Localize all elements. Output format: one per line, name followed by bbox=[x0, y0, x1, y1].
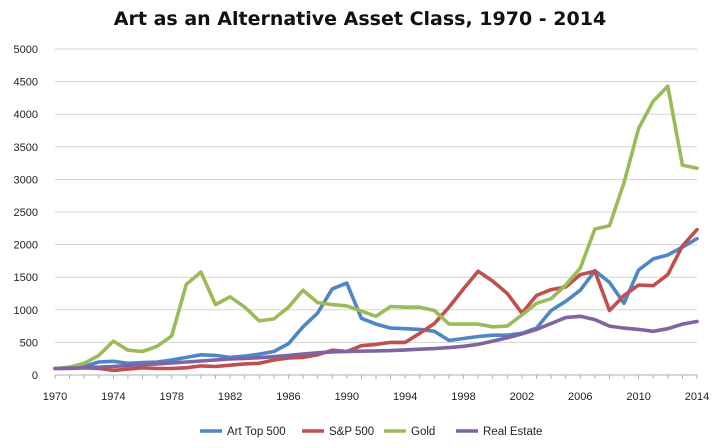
y-tick-label: 3500 bbox=[14, 142, 38, 154]
x-tick-label: 1978 bbox=[159, 391, 183, 403]
y-tick-label: 3000 bbox=[14, 174, 38, 186]
series-line-real-estate bbox=[53, 314, 699, 371]
y-tick-label: 1000 bbox=[14, 305, 38, 317]
chart-title: Art as an Alternative Asset Class, 1970 … bbox=[113, 8, 607, 30]
x-tick-label: 1982 bbox=[218, 391, 242, 403]
x-tick-label: 1998 bbox=[451, 391, 475, 403]
y-tick-label: 5000 bbox=[14, 44, 38, 56]
x-tick-label: 2014 bbox=[685, 391, 709, 403]
legend-label: Art Top 500 bbox=[227, 426, 286, 438]
legend-item: Gold bbox=[384, 426, 435, 438]
y-tick-label: 4000 bbox=[14, 109, 38, 121]
legend-item: S&P 500 bbox=[302, 426, 374, 438]
x-tick-label: 2002 bbox=[510, 391, 534, 403]
x-tick-label: 1994 bbox=[393, 391, 417, 403]
series-line-s-p-500 bbox=[53, 227, 699, 373]
y-tick-label: 2500 bbox=[14, 207, 38, 219]
y-tick-label: 1500 bbox=[14, 272, 38, 284]
x-tick-label: 2010 bbox=[626, 391, 650, 403]
y-tick-label: 2000 bbox=[14, 240, 38, 252]
legend: Art Top 500 S&P 500 Gold Real Estate bbox=[200, 426, 542, 438]
legend-item: Real Estate bbox=[456, 426, 542, 438]
grid-layer bbox=[55, 48, 697, 343]
x-tick-label: 1986 bbox=[276, 391, 300, 403]
y-tick-label: 4500 bbox=[14, 77, 38, 89]
legend-label: Gold bbox=[411, 426, 435, 438]
legend-label: S&P 500 bbox=[329, 426, 374, 438]
y-tick-label: 0 bbox=[32, 370, 38, 382]
x-tick-label: 1974 bbox=[101, 391, 125, 403]
legend-item: Art Top 500 bbox=[200, 426, 286, 438]
series-line-art-top-500 bbox=[53, 236, 699, 371]
series-line-gold bbox=[53, 84, 699, 371]
axis-layer: 0 500 1000 1500 2000 2500 3000 3500 4000 4500 5000… bbox=[14, 44, 710, 403]
x-tick-label: 1990 bbox=[335, 391, 359, 403]
series-layer bbox=[53, 84, 699, 373]
x-tick-label: 2006 bbox=[568, 391, 592, 403]
x-tick-label: 1970 bbox=[43, 391, 67, 403]
legend-label: Real Estate bbox=[483, 426, 542, 438]
y-tick-label: 500 bbox=[20, 337, 38, 349]
